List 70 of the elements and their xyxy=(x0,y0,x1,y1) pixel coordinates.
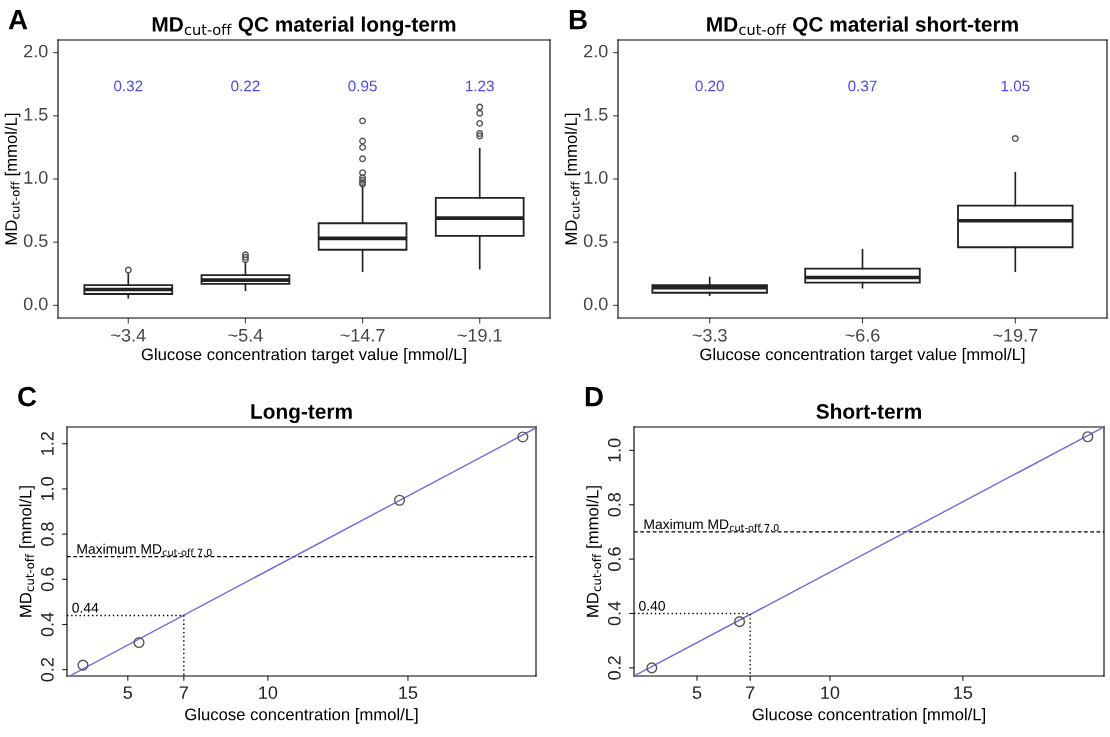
annotation: 1.23 xyxy=(466,80,494,92)
point xyxy=(646,662,658,674)
text: D xyxy=(585,387,603,407)
y-tick-label: 2.0 xyxy=(24,44,48,58)
y-tick-label: 2.0 xyxy=(584,44,608,58)
y-tick-label: 0.2 xyxy=(40,658,54,682)
x-axis-title: Glucose concentration [mmol/L] xyxy=(752,708,985,724)
annotation: 0.32 xyxy=(114,80,143,92)
y-tick-label: 1.0 xyxy=(40,477,54,501)
y-axis-title: MD$_{cut-off}$ [mmol/L] xyxy=(19,486,35,617)
x-tick-label: 7 xyxy=(746,686,755,699)
x-axis-title: Glucose concentration target value [mmol/L] xyxy=(141,348,466,364)
x-tick-label: 10 xyxy=(259,686,278,699)
chart-title: Short-term xyxy=(816,403,921,419)
point xyxy=(1082,431,1094,443)
y-tick-label: 0.2 xyxy=(607,656,621,680)
annotation: 0.40 xyxy=(639,600,666,611)
x-tick-label: 15 xyxy=(399,686,418,699)
x-axis-title: Glucose concentration [mmol/L] xyxy=(185,708,418,724)
y-tick-label: 1.5 xyxy=(584,108,608,121)
y-tick-label: 0.5 xyxy=(23,234,48,248)
ref-line-label: Maximum MD$_{cut-off 7.0}$ xyxy=(77,543,212,557)
y-tick-label: 0.4 xyxy=(607,601,621,626)
y-tick-label: 0.4 xyxy=(40,612,54,637)
y-tick-label: 0.5 xyxy=(583,234,608,248)
x-tick-label: ~3.4 xyxy=(111,328,146,342)
annotation: 0.95 xyxy=(348,80,377,92)
text: B xyxy=(569,10,587,30)
y-tick-label: 1.0 xyxy=(24,171,48,184)
annotation: 0.44 xyxy=(72,602,99,613)
x-tick-label: ~6.6 xyxy=(845,328,880,342)
text: C xyxy=(18,386,37,407)
chart-title: Long-term xyxy=(251,404,352,424)
y-tick-label: 0.0 xyxy=(583,297,608,311)
annotation: 1.05 xyxy=(1001,80,1030,92)
x-tick-label: ~19.7 xyxy=(993,328,1038,342)
y-tick-label: 0.8 xyxy=(607,492,621,517)
x-tick-label: 10 xyxy=(821,686,840,699)
y-axis-title: MD$_{cut-off}$ [mmol/L] xyxy=(586,486,602,617)
x-tick-label: 15 xyxy=(954,686,973,699)
chart-title: MD$_{cut-off}$ QC material long-term xyxy=(152,16,456,36)
x-tick-label: 7 xyxy=(179,686,188,699)
x-tick-label: ~5.4 xyxy=(228,329,263,342)
x-tick-label: ~19.1 xyxy=(457,328,502,342)
x-tick-label: ~14.7 xyxy=(340,329,385,342)
y-tick-label: 0.6 xyxy=(40,567,54,592)
annotation: 0.20 xyxy=(695,80,724,92)
x-axis-title: Glucose concentration target value [mmol/L] xyxy=(700,348,1025,364)
point xyxy=(133,637,145,649)
point xyxy=(733,616,746,628)
y-tick-label: 0.0 xyxy=(23,297,48,311)
annotation: 0.22 xyxy=(231,80,260,92)
y-tick-label: 1.5 xyxy=(24,108,48,121)
y-tick-label: 1.0 xyxy=(584,171,608,184)
x-tick-label: ~3.3 xyxy=(692,328,727,342)
point xyxy=(394,494,406,506)
point xyxy=(517,431,529,443)
y-tick-label: 1.2 xyxy=(40,432,54,455)
y-axis-title: MD$_{cut-off}$ [mmol/L] xyxy=(4,113,21,245)
y-tick-label: 0.8 xyxy=(40,522,54,546)
annotation: 0.37 xyxy=(848,80,877,92)
y-tick-label: 0.6 xyxy=(607,547,621,571)
y-tick-label: 1.0 xyxy=(607,438,621,462)
y-axis-title: MD$_{cut-off}$ [mmol/L] xyxy=(564,113,581,245)
x-tick-label: 5 xyxy=(123,686,133,699)
text: A xyxy=(8,10,28,30)
ref-line-label: Maximum MD$_{cut-off 7.0}$ xyxy=(644,518,779,532)
point xyxy=(77,659,89,671)
chart-title: MD$_{cut-off}$ QC material short-term xyxy=(707,16,1018,36)
x-tick-label: 5 xyxy=(692,686,702,699)
